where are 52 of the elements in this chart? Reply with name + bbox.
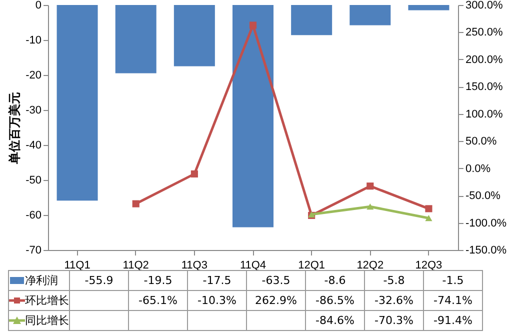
data-label: -10.3%: [188, 290, 246, 310]
y2-tick-label: 50.0%: [466, 136, 497, 148]
y-tick-label: -50: [26, 174, 42, 186]
data-label: -91.4%: [424, 310, 482, 330]
y2-tick-label: 200.0%: [466, 54, 504, 66]
data-label: -84.6%: [306, 310, 364, 330]
x-tick-label: 11Q2: [122, 260, 149, 272]
y2-tick-label: 0.0%: [466, 162, 491, 175]
y-tick-label: -20: [26, 70, 42, 82]
y-axis-title: 单位百万美元: [8, 92, 22, 165]
legend-label: 净利润: [25, 274, 58, 287]
y-tick-label: -10: [26, 34, 42, 46]
data-label: -74.1%: [424, 290, 482, 310]
y-tick-label: -60: [26, 210, 42, 222]
y-tick-label: -30: [26, 104, 42, 116]
data-label: -70.3%: [364, 310, 424, 330]
data-label: -86.5%: [306, 290, 364, 310]
data-label: -55.9: [70, 270, 128, 290]
data-label: -5.8: [364, 270, 424, 290]
y2-tick-label: -50.0%: [466, 190, 501, 202]
x-tick-label: 11Q4: [240, 260, 266, 272]
y2-tick-label: 250.0%: [466, 26, 504, 39]
x-tick-label: 12Q3: [415, 260, 442, 272]
data-label: -17.5: [188, 270, 246, 290]
y-tick-label: -70: [26, 244, 42, 256]
point: [366, 182, 374, 190]
point: [132, 200, 140, 208]
point: [249, 22, 257, 29]
y2-tick-label: -150.0%: [466, 244, 507, 256]
x-tick-label: 12Q1: [298, 260, 326, 272]
point: [425, 215, 432, 222]
point: [190, 170, 198, 178]
x-tick-label: 11Q1: [64, 260, 90, 272]
y2-tick-label: 300.0%: [466, 0, 504, 12]
x-tick-label: 11Q3: [181, 260, 208, 272]
data-label: 262.9%: [246, 290, 306, 310]
legend-label: 同比增长: [25, 314, 69, 327]
y2-tick-label: -100.0%: [466, 217, 507, 230]
y-tick-label: 0: [35, 0, 42, 12]
data-label: -32.6%: [364, 290, 424, 310]
y2-tick-label: 100.0%: [466, 108, 504, 120]
y2-tick-label: 150.0%: [466, 81, 504, 94]
point: [366, 204, 374, 210]
legend-label: 环比增长: [25, 294, 69, 307]
data-label: -1.5: [424, 270, 482, 290]
y-tick-label: -40: [26, 140, 42, 152]
data-label: -8.6: [306, 270, 364, 290]
point: [425, 205, 432, 212]
data-label: -19.5: [128, 270, 188, 290]
x-tick-label: 12Q2: [356, 260, 384, 272]
data-label: -63.5: [246, 270, 306, 290]
data-label: -65.1%: [128, 290, 188, 310]
